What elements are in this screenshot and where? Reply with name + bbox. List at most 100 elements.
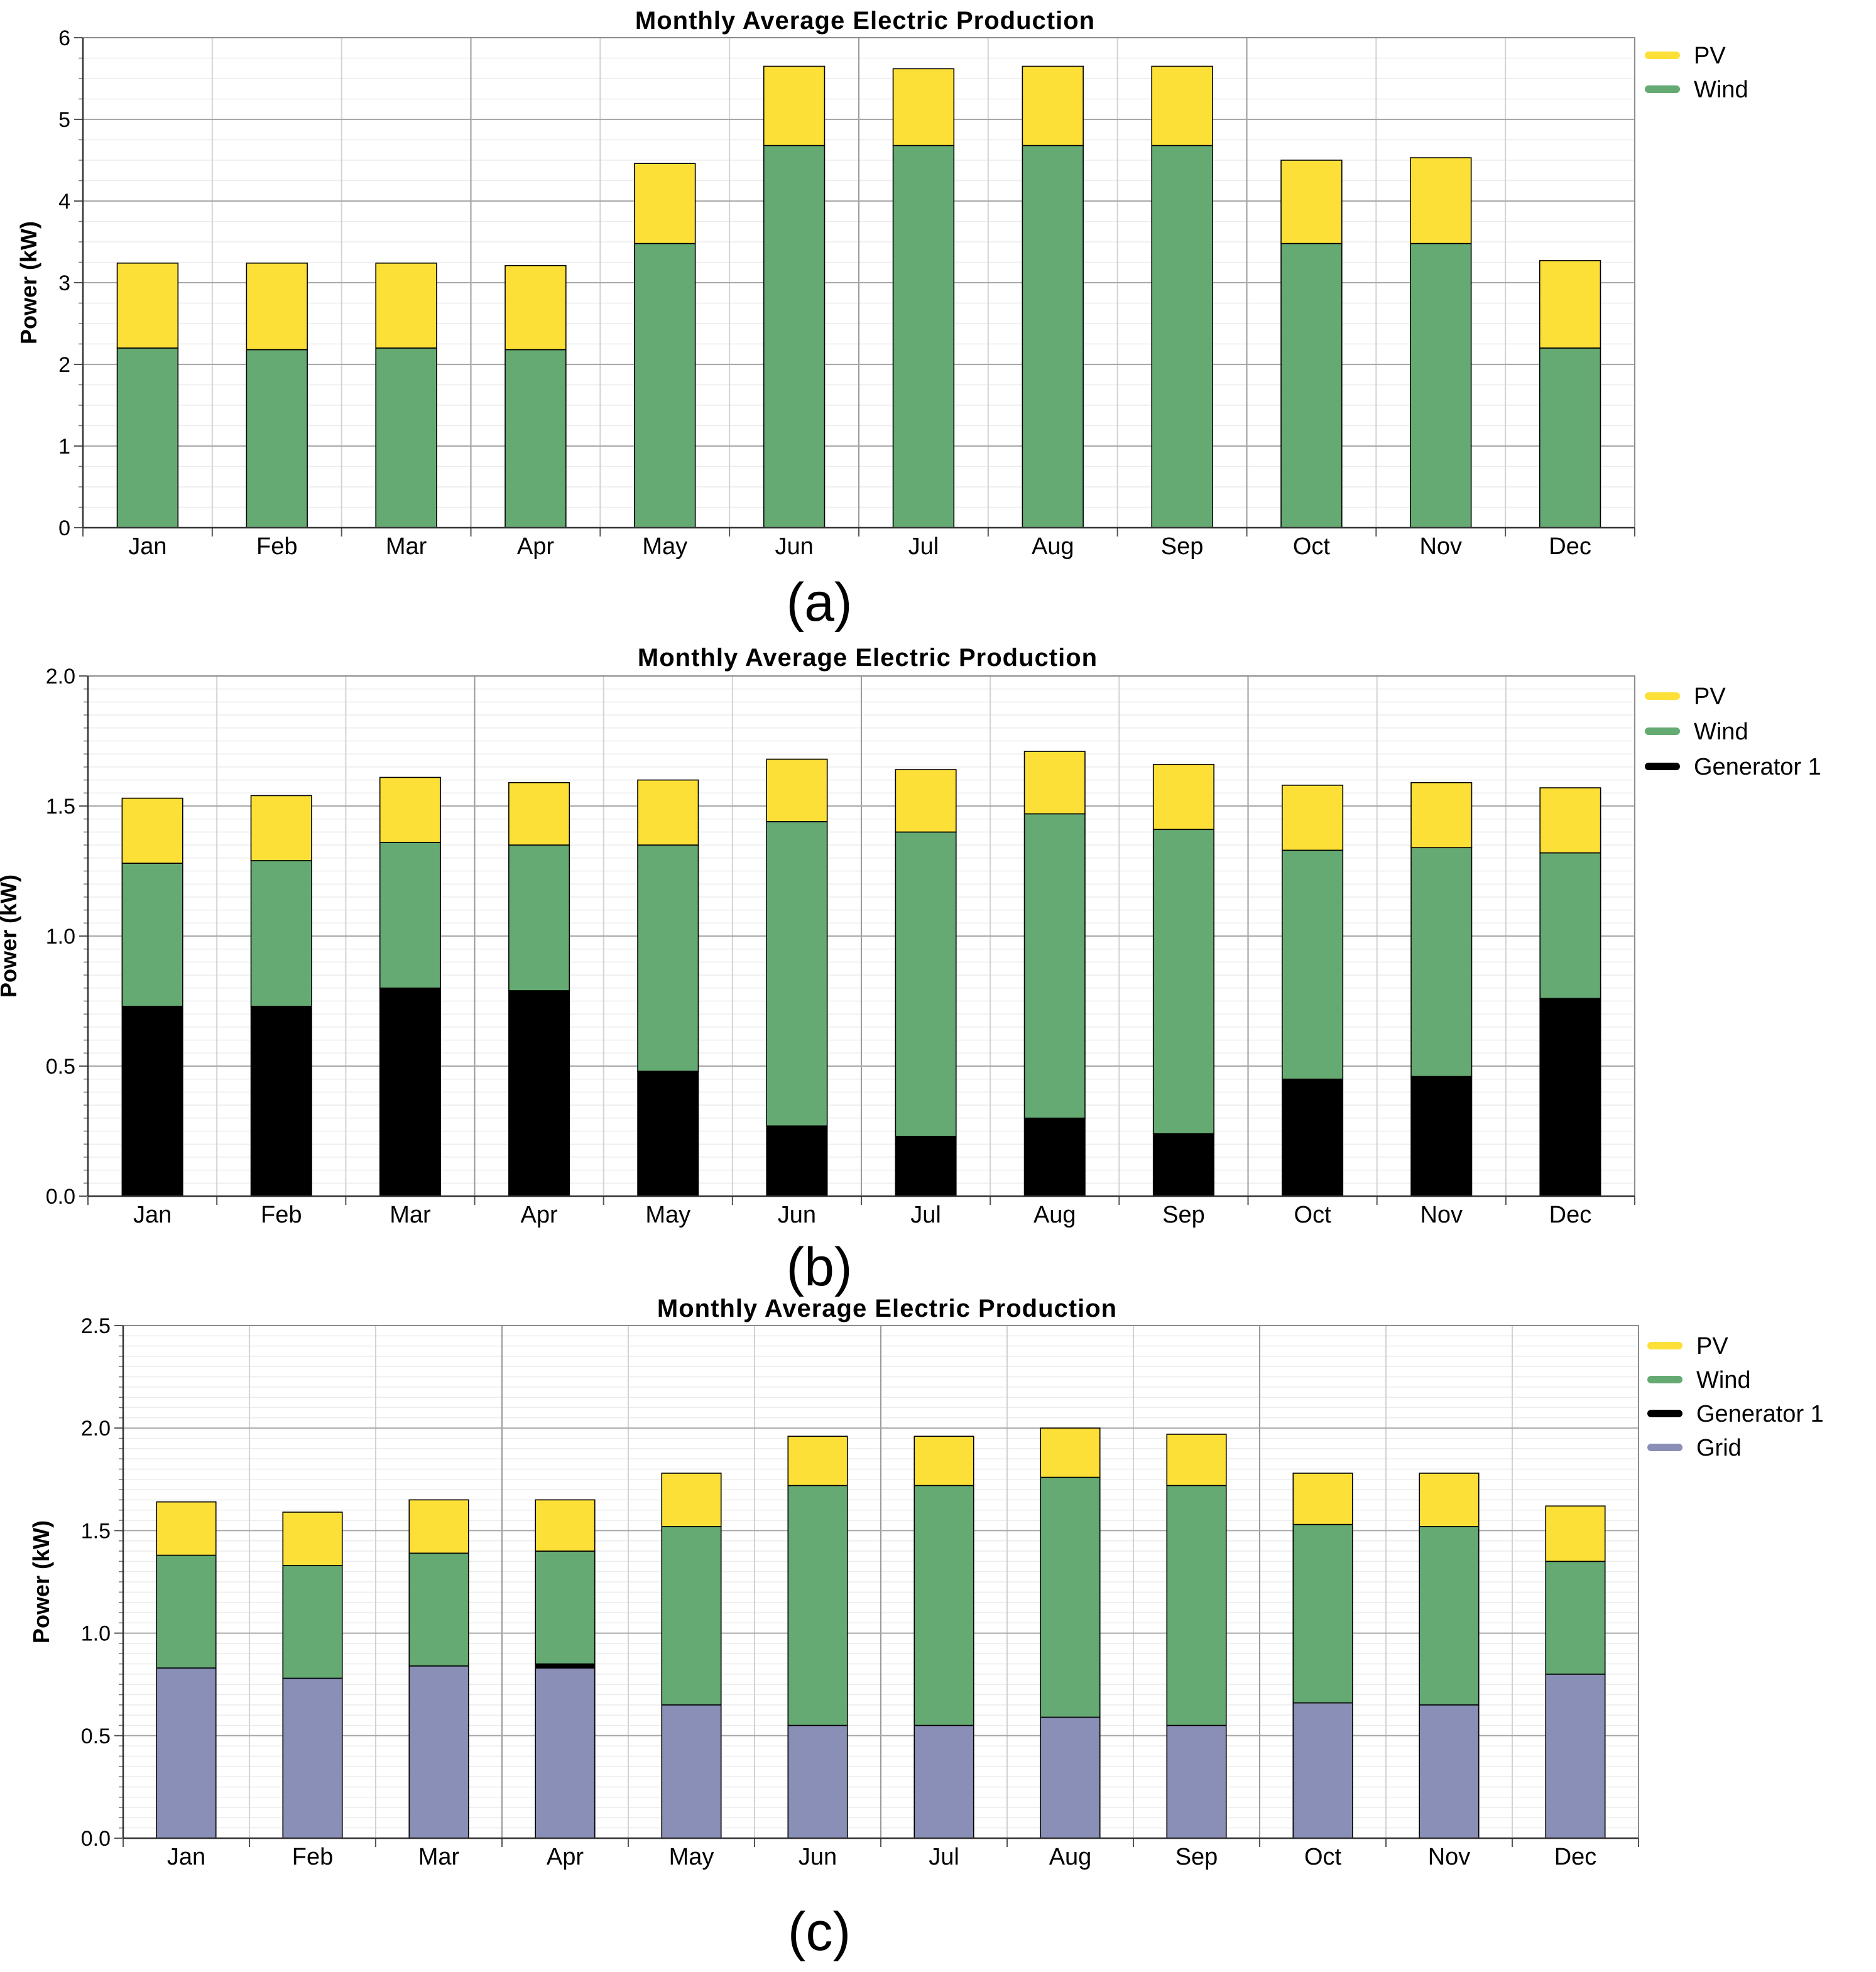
x-tick-label: Apr — [547, 1844, 584, 1870]
bar-pv-jul — [895, 769, 957, 833]
bar-wind-mar — [375, 347, 437, 528]
bar-pv-sep — [1152, 763, 1214, 831]
bar-grid-jul — [913, 1724, 974, 1839]
bar-wind-jul — [913, 1484, 974, 1726]
bar-wind-jun — [787, 1484, 848, 1726]
bar-pv-mar — [375, 262, 437, 349]
bar-pv-feb — [250, 795, 312, 861]
bar-grid-feb — [282, 1677, 343, 1839]
bar-pv-mar — [408, 1499, 469, 1554]
bar-wind-apr — [535, 1550, 596, 1665]
legend-label-pv: PV — [1694, 684, 1726, 710]
bar-pv-apr — [504, 264, 567, 351]
bar-pv-jul — [913, 1435, 974, 1486]
x-tick-label: Apr — [521, 1202, 558, 1228]
bar-wind-jun — [763, 144, 826, 528]
y-tick-label: 0.5 — [81, 1724, 111, 1748]
legend-swatch-pv — [1647, 1342, 1682, 1349]
x-tick-label: Aug — [1033, 1202, 1076, 1228]
bar-generator-1-oct — [1282, 1078, 1344, 1197]
x-tick-label: Jun — [799, 1844, 837, 1870]
bar-wind-jun — [766, 821, 828, 1127]
bar-generator-1-dec — [1539, 998, 1601, 1197]
legend-label-pv: PV — [1694, 43, 1726, 69]
bar-wind-dec — [1539, 347, 1601, 528]
x-tick-label: Aug — [1032, 533, 1074, 560]
bar-wind-oct — [1282, 849, 1344, 1080]
bar-generator-1-nov — [1410, 1076, 1473, 1197]
y-axis-label: Power (kW) — [28, 1520, 54, 1643]
x-tick-label: Mar — [386, 533, 427, 560]
y-tick-label: 5 — [58, 108, 70, 132]
bar-pv-feb — [246, 262, 308, 351]
bar-pv-jun — [787, 1435, 848, 1486]
bar-wind-jul — [895, 831, 957, 1137]
bar-pv-jul — [892, 68, 955, 146]
legend-swatch-wind — [1645, 727, 1680, 735]
bar-pv-aug — [1022, 65, 1084, 146]
bar-pv-apr — [535, 1499, 596, 1552]
bar-pv-nov — [1410, 157, 1472, 244]
bar-wind-may — [661, 1526, 722, 1706]
legend-label-wind: Wind — [1694, 77, 1748, 103]
bar-pv-sep — [1166, 1434, 1227, 1486]
y-tick-label: 1.0 — [81, 1622, 111, 1646]
legend-swatch-wind — [1647, 1376, 1682, 1383]
y-tick-label: 0 — [58, 516, 70, 540]
x-tick-label: Dec — [1549, 533, 1591, 560]
bar-wind-mar — [408, 1552, 469, 1667]
bar-wind-feb — [246, 349, 308, 528]
legend-swatch-pv — [1645, 52, 1680, 59]
panel-label: (c) — [788, 1902, 851, 1962]
x-tick-label: Jul — [929, 1844, 959, 1870]
bar-wind-oct — [1280, 242, 1343, 528]
x-tick-label: Mar — [418, 1844, 460, 1870]
x-tick-label: Nov — [1428, 1844, 1471, 1870]
x-tick-label: Sep — [1175, 1844, 1218, 1870]
y-axis-label: Power (kW) — [16, 221, 41, 344]
bar-grid-nov — [1419, 1704, 1480, 1839]
bar-wind-feb — [250, 860, 312, 1007]
panel-label: (b) — [786, 1237, 852, 1297]
bar-wind-sep — [1152, 829, 1214, 1135]
x-tick-label: Oct — [1293, 533, 1331, 560]
legend-label-wind: Wind — [1694, 719, 1748, 745]
bar-pv-jun — [766, 758, 828, 822]
bar-pv-oct — [1292, 1473, 1353, 1525]
bar-wind-nov — [1419, 1526, 1480, 1706]
y-tick-label: 0.5 — [46, 1055, 75, 1079]
bar-wind-jan — [156, 1554, 217, 1669]
y-axis-label: Power (kW) — [0, 874, 21, 998]
bar-wind-nov — [1410, 847, 1473, 1077]
x-tick-label: May — [645, 1202, 690, 1228]
bar-grid-may — [661, 1704, 722, 1839]
x-tick-label: Dec — [1549, 1202, 1592, 1228]
bar-wind-mar — [379, 842, 441, 989]
x-tick-label: Jul — [908, 533, 939, 560]
y-tick-label: 1.0 — [46, 925, 75, 949]
y-tick-label: 6 — [58, 26, 70, 50]
y-tick-label: 2.0 — [46, 665, 75, 689]
bar-wind-nov — [1410, 242, 1472, 528]
bar-wind-may — [634, 242, 696, 528]
legend-label-generator-1: Generator 1 — [1694, 754, 1821, 780]
y-tick-label: 3 — [58, 271, 70, 295]
bar-generator-1-jan — [121, 1005, 183, 1197]
bar-grid-apr — [535, 1667, 596, 1839]
x-tick-label: Sep — [1162, 1202, 1205, 1228]
bar-pv-dec — [1539, 787, 1601, 854]
bar-wind-dec — [1545, 1561, 1606, 1675]
x-tick-label: Dec — [1554, 1844, 1597, 1870]
bar-grid-oct — [1292, 1702, 1353, 1839]
bar-grid-aug — [1040, 1716, 1101, 1839]
y-tick-label: 2.0 — [81, 1417, 111, 1441]
bar-grid-jun — [787, 1724, 848, 1839]
y-tick-label: 1.5 — [81, 1519, 111, 1543]
bar-wind-jul — [892, 144, 955, 528]
bar-generator-1-apr — [535, 1663, 596, 1669]
bar-pv-oct — [1280, 160, 1343, 244]
x-tick-label: Mar — [390, 1202, 431, 1228]
bar-pv-apr — [508, 782, 570, 846]
x-tick-label: Sep — [1161, 533, 1204, 560]
